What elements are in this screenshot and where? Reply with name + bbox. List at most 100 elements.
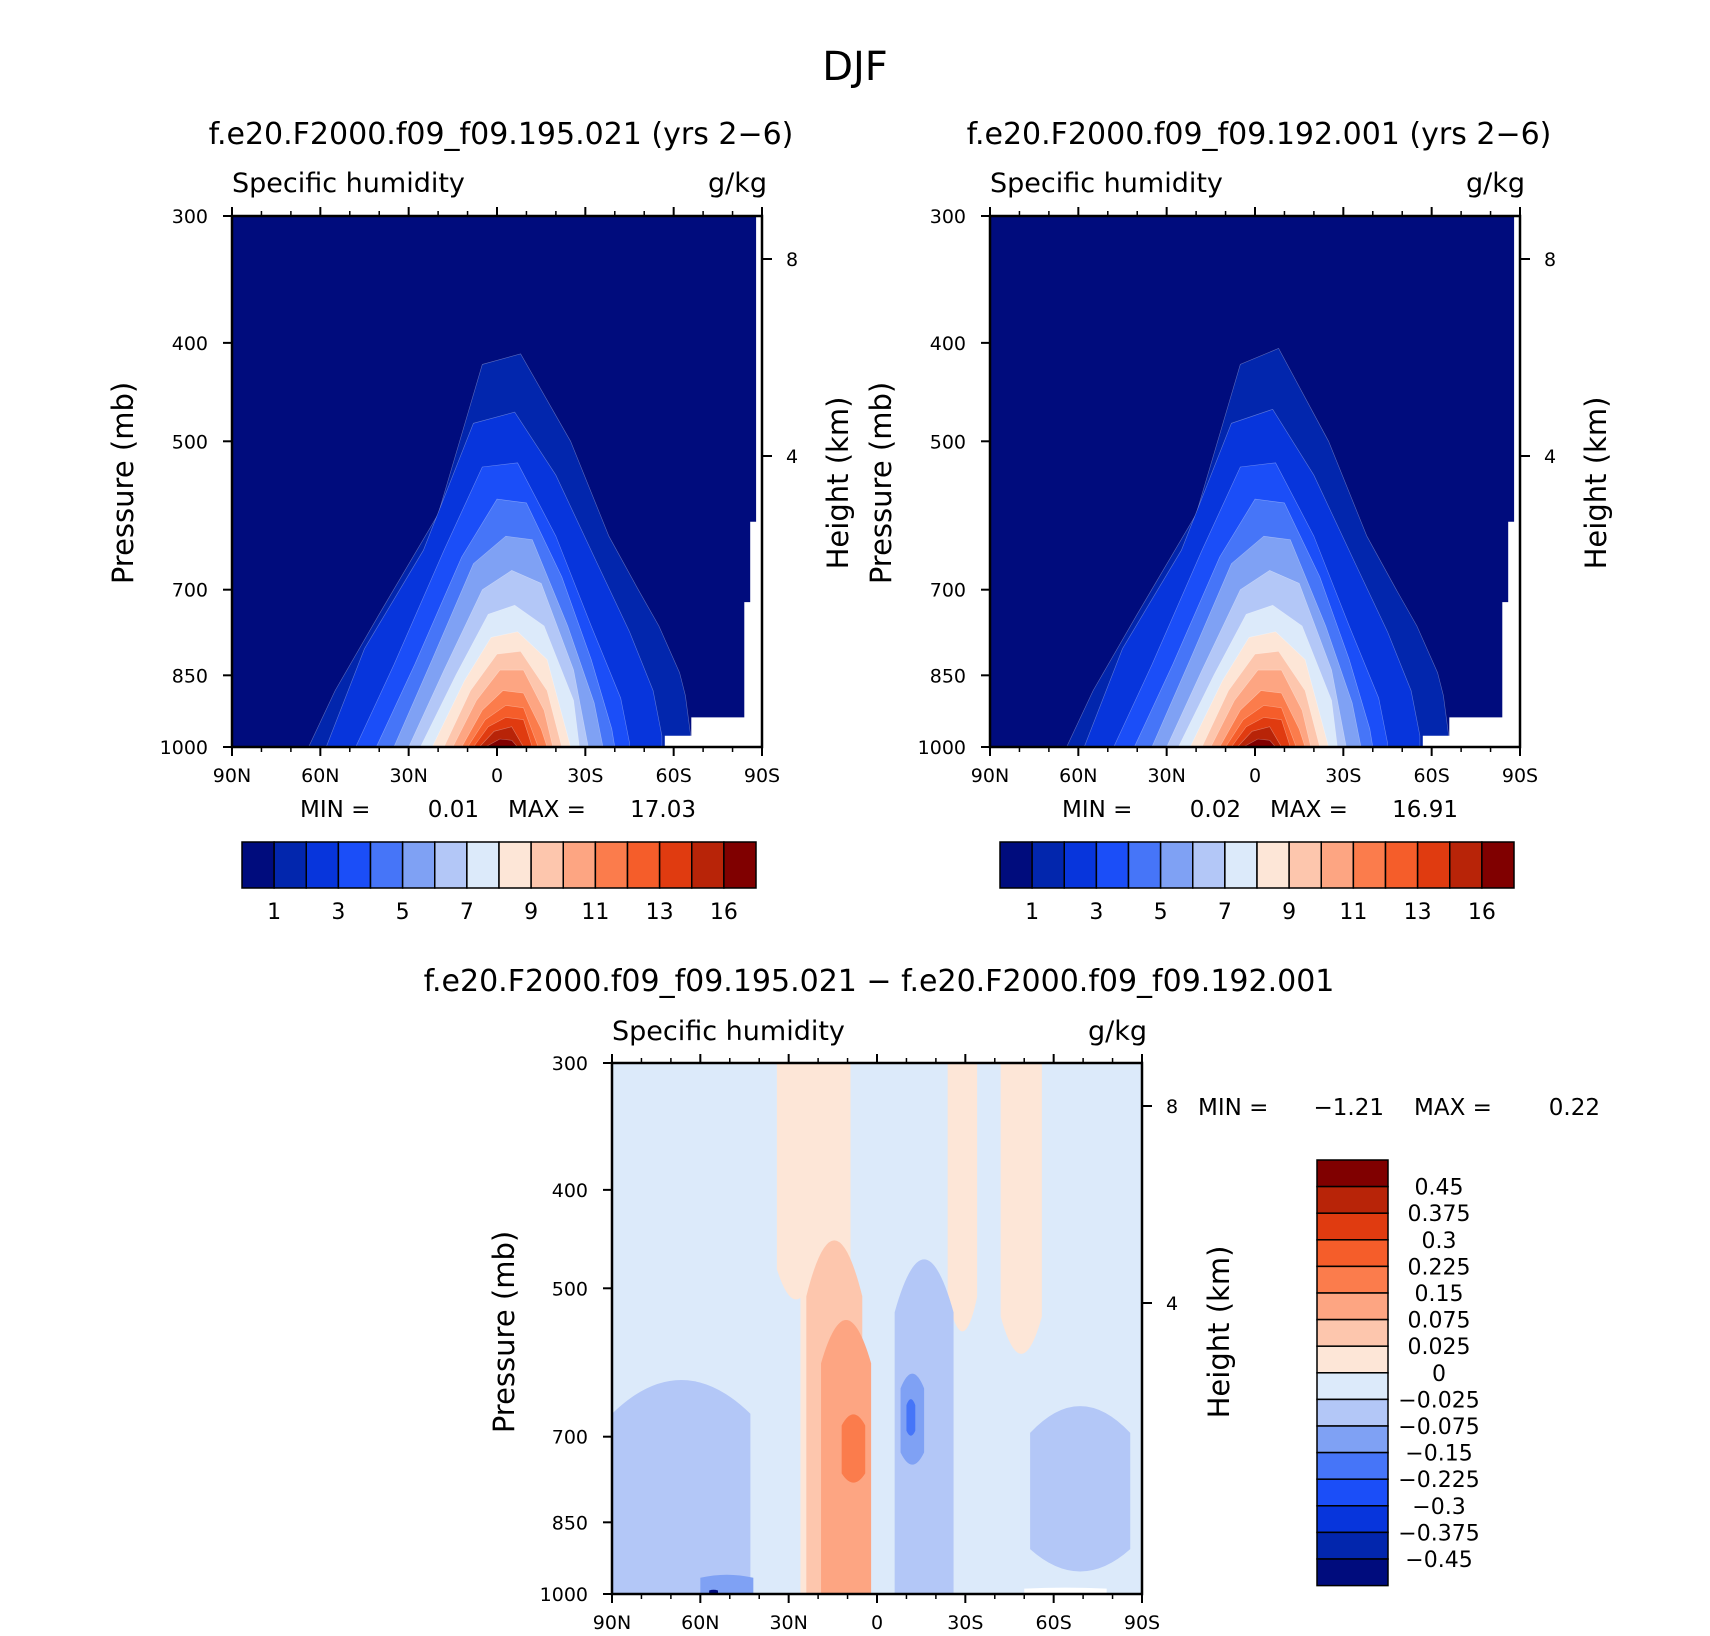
colorbar-swatch [1352, 841, 1387, 889]
colorbar-swatch [1384, 841, 1419, 889]
colorbar-label: 0.45 [1415, 1176, 1464, 1201]
colorbar-swatch [1159, 841, 1194, 889]
colorbar-swatch [999, 841, 1033, 889]
colorbar-label: 5 [1154, 900, 1168, 925]
panel-title: f.e20.F2000.f09_f09.192.001 (yrs 2−6) [967, 117, 1552, 152]
colorbar-swatch [1316, 1345, 1389, 1374]
x-tick-label: 60S [1414, 765, 1450, 787]
min-value: −1.21 [1314, 1095, 1384, 1121]
variable-label: Specific humidity [232, 168, 465, 199]
x-tick-label: 60S [656, 765, 692, 787]
colorbar: 1 3 5 7 9 11 13 16 [999, 841, 1515, 925]
y2-axis-label: Height (km) [1202, 1246, 1236, 1419]
colorbar-swatch [1416, 841, 1451, 889]
colorbar-swatch [1031, 841, 1065, 889]
colorbar-label: 5 [396, 900, 410, 925]
y-tick-label: 700 [930, 580, 966, 602]
units-label: g/kg [1088, 1016, 1147, 1047]
colorbar-swatch [1316, 1425, 1389, 1454]
missing-data-region [664, 216, 762, 747]
x-tick-label: 30S [567, 765, 603, 787]
colorbar-swatch [1316, 1558, 1389, 1587]
diff-feature [906, 1399, 916, 1437]
x-tick-label: 60S [1036, 1612, 1072, 1634]
colorbar-label: 9 [1282, 900, 1296, 925]
min-label: MIN = [1062, 797, 1132, 823]
colorbar-label: −0.3 [1412, 1495, 1465, 1520]
x-tick-label: 0 [491, 765, 503, 787]
y-tick-label: 400 [930, 333, 966, 355]
colorbar-swatch [1481, 841, 1515, 889]
colorbar-label: −0.375 [1398, 1521, 1479, 1546]
y-tick-label: 700 [552, 1427, 588, 1449]
x-tick-label: 90S [1124, 1612, 1160, 1634]
x-tick-label: 90S [744, 765, 780, 787]
panel-exp-195: f.e20.F2000.f09_f09.195.021 (yrs 2−6) Sp… [106, 117, 855, 925]
colorbar-label: 0 [1432, 1362, 1446, 1387]
x-tick-label: 0 [871, 1612, 883, 1634]
y-tick-label: 1000 [160, 737, 208, 759]
colorbar-label: 0.375 [1408, 1202, 1471, 1227]
x-tick-label: 0 [1249, 765, 1261, 787]
colorbar-label: 0.3 [1422, 1229, 1457, 1254]
colorbar: 1 3 5 7 9 11 13 16 [241, 841, 757, 925]
diff-feature [841, 1414, 866, 1485]
y-tick-label: 1000 [540, 1584, 588, 1606]
min-label: MIN = [1198, 1095, 1268, 1121]
x-tick-label: 30S [947, 1612, 983, 1634]
colorbar-swatch [1316, 1239, 1389, 1268]
colorbar-label: 0.225 [1408, 1255, 1471, 1280]
y-tick-label: 500 [552, 1278, 588, 1300]
colorbar-label: 3 [331, 900, 345, 925]
x-tick-label: 60N [681, 1612, 719, 1634]
y-tick-label: 300 [172, 206, 208, 228]
max-value: 16.91 [1392, 797, 1458, 823]
colorbar-label: 1 [267, 900, 281, 925]
colorbar-label: 9 [524, 900, 538, 925]
y-tick-label: 500 [172, 431, 208, 453]
units-label: g/kg [708, 168, 767, 199]
y2-tick-label: 4 [1544, 446, 1556, 468]
y-tick-label: 400 [552, 1180, 588, 1202]
colorbar-swatch [498, 841, 532, 889]
colorbar-label: 7 [1218, 900, 1232, 925]
colorbar-swatch [1127, 841, 1162, 889]
y-axis-label: Pressure (mb) [864, 382, 898, 584]
colorbar-label: 0.15 [1415, 1282, 1464, 1307]
colorbar-label: 13 [1404, 900, 1432, 925]
colorbar-vertical: 0.450.3750.30.2250.150.0750.0250−0.025−0… [1316, 1159, 1480, 1587]
max-value: 0.22 [1549, 1095, 1600, 1121]
y-tick-label: 850 [172, 665, 208, 687]
colorbar-label: −0.075 [1398, 1415, 1479, 1440]
max-value: 17.03 [630, 797, 696, 823]
missing-data-region [1422, 216, 1520, 747]
colorbar-swatch [241, 841, 275, 889]
colorbar-label: 11 [1339, 900, 1367, 925]
colorbar-swatch [1288, 841, 1322, 889]
colorbar-swatch [1316, 1398, 1389, 1427]
colorbar-label: 7 [460, 900, 474, 925]
colorbar-label: 11 [581, 900, 609, 925]
colorbar-label: −0.45 [1405, 1548, 1472, 1573]
y2-tick-label: 8 [1544, 249, 1556, 271]
y-axis-label: Pressure (mb) [106, 382, 140, 584]
colorbar-label: 16 [710, 900, 738, 925]
x-tick-label: 90N [593, 1612, 631, 1634]
colorbar-swatch [1256, 841, 1290, 889]
panel-title: f.e20.F2000.f09_f09.195.021 − f.e20.F200… [424, 964, 1335, 999]
colorbar-swatch [626, 841, 661, 889]
x-tick-label: 60N [1059, 765, 1097, 787]
y2-axis-label: Height (km) [1579, 397, 1613, 570]
x-tick-label: 60N [301, 765, 339, 787]
colorbar-swatch [1316, 1531, 1389, 1560]
colorbar-swatch [1316, 1265, 1389, 1294]
colorbar-swatch [562, 841, 597, 889]
y-tick-label: 700 [172, 580, 208, 602]
colorbar-swatch [1063, 841, 1098, 889]
colorbar-label: 3 [1089, 900, 1103, 925]
panel-difference: f.e20.F2000.f09_f09.195.021 − f.e20.F200… [424, 964, 1600, 1634]
contour-plot: 90N 60N 30N 0 30S 60S 90S 300 400 500 700 850 1000 8 4 [160, 206, 798, 787]
y-tick-label: 850 [552, 1512, 588, 1534]
variable-label: Specific humidity [612, 1016, 845, 1047]
diff-feature [947, 1063, 978, 1339]
